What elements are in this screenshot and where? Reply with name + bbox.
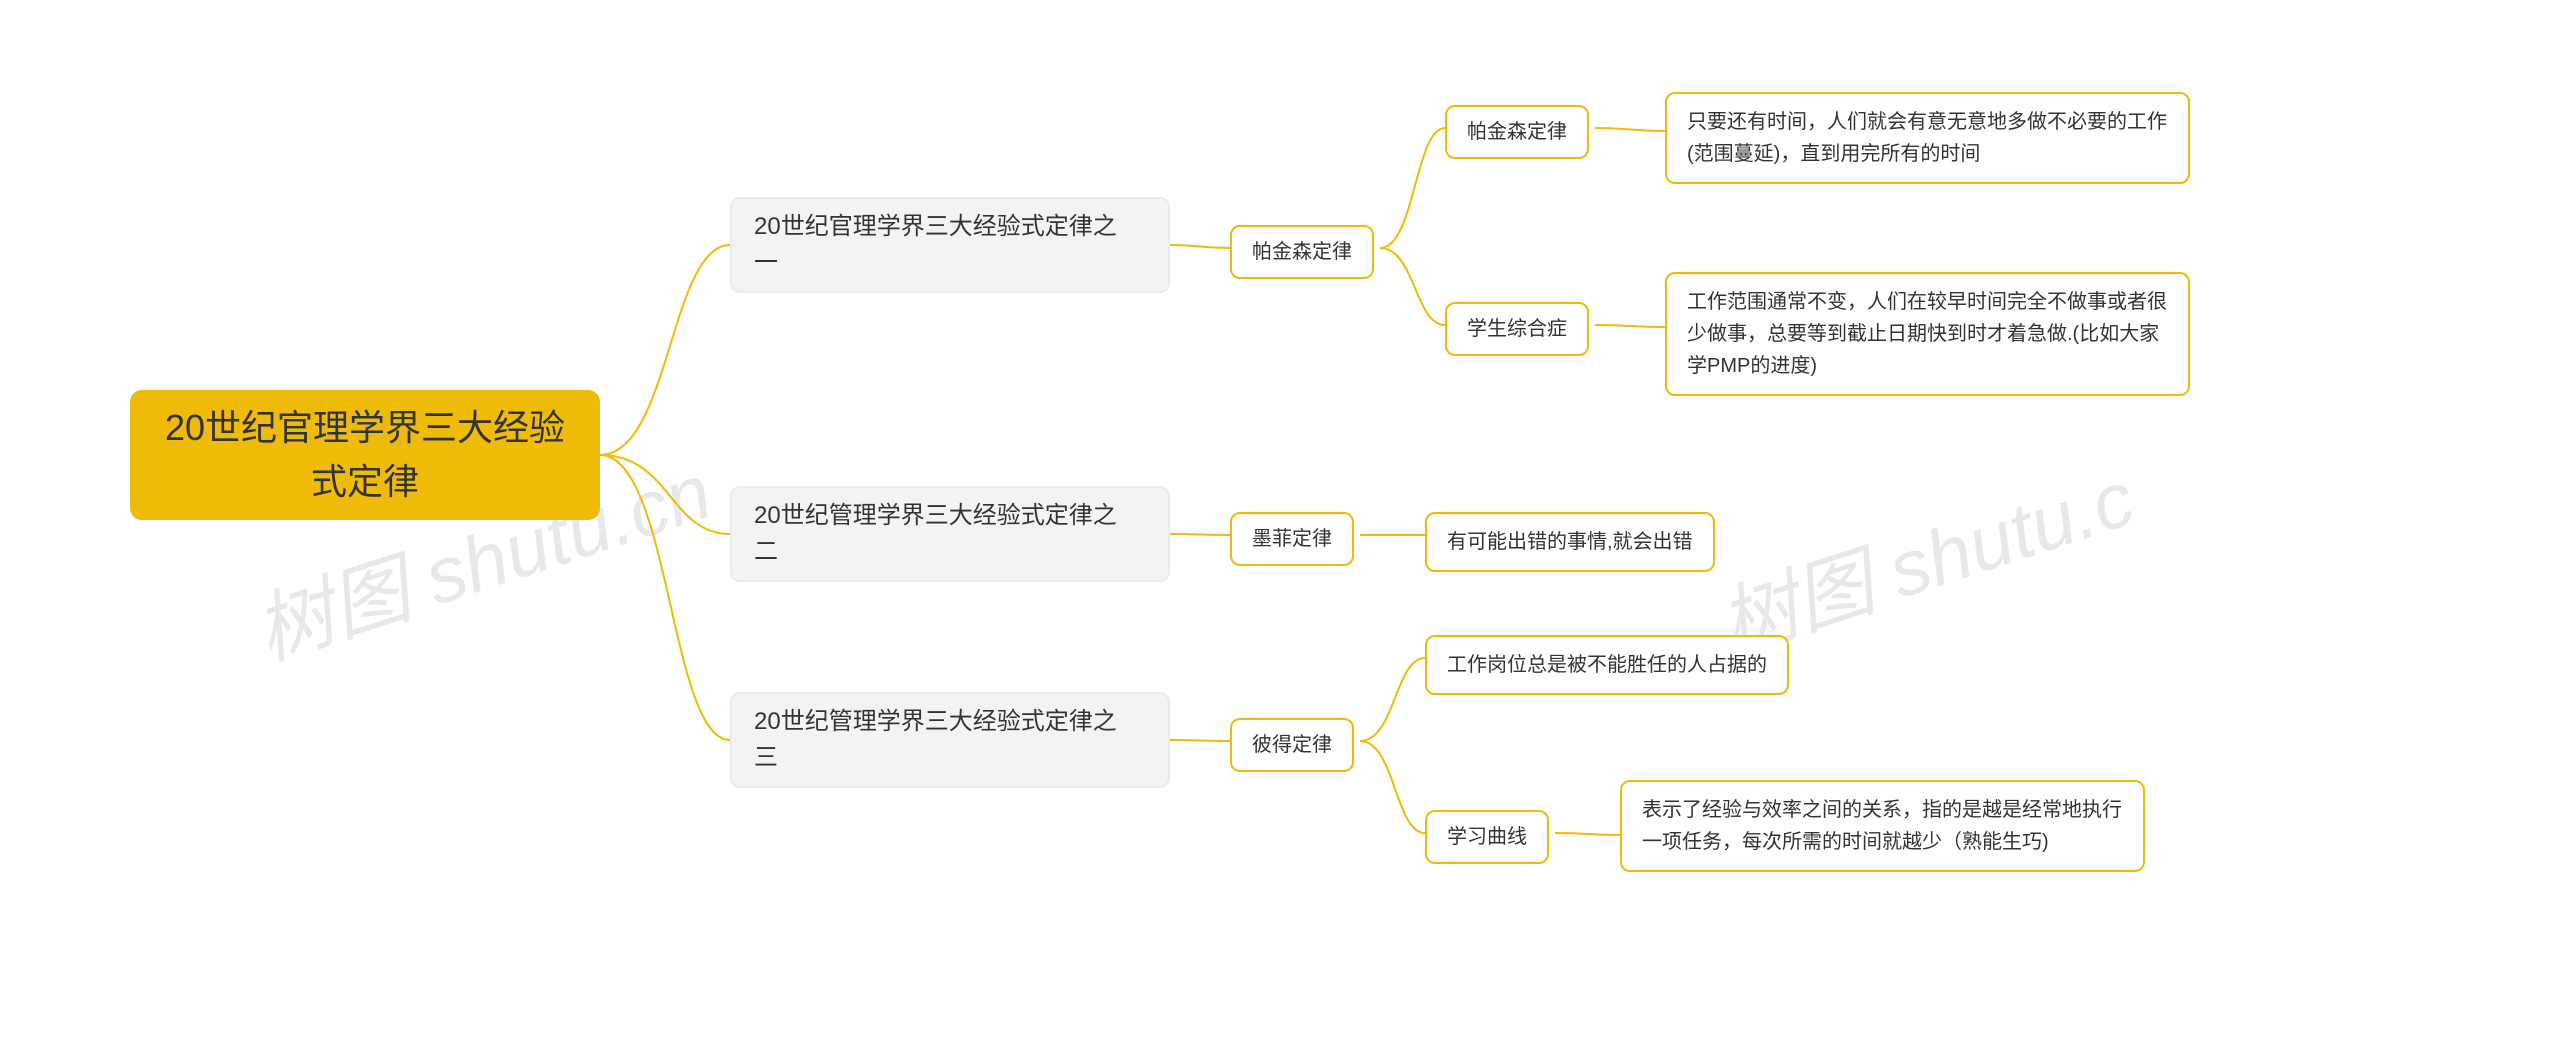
branch-1-child-label: 帕金森定律 — [1252, 237, 1352, 267]
branch-1-child-2[interactable]: 学生综合症 — [1445, 302, 1589, 356]
branch-2-child[interactable]: 墨菲定律 — [1230, 512, 1354, 566]
branch-1-child-1-detail[interactable]: 只要还有时间，人们就会有意无意地多做不必要的工作(范围蔓延)，直到用完所有的时间 — [1665, 92, 2190, 184]
branch-1-line1: 20世纪官理学界三大经验式定律之 — [754, 209, 1117, 245]
branch-3-child-2-label: 学习曲线 — [1447, 822, 1527, 852]
branch-1-child-1-label: 帕金森定律 — [1467, 117, 1567, 147]
branch-1-child-2-detail[interactable]: 工作范围通常不变，人们在较早时间完全不做事或者很少做事，总要等到截止日期快到时才… — [1665, 272, 2190, 396]
branch-1-child-1[interactable]: 帕金森定律 — [1445, 105, 1589, 159]
branch-2-child-label: 墨菲定律 — [1252, 524, 1332, 554]
root-line1: 20世纪官理学界三大经验 — [165, 401, 565, 455]
branch-3-child-2[interactable]: 学习曲线 — [1425, 810, 1549, 864]
root-node[interactable]: 20世纪官理学界三大经验 式定律 — [130, 390, 600, 520]
branch-1-line2: 一 — [754, 245, 778, 281]
branch-3-child-2-detail[interactable]: 表示了经验与效率之间的关系，指的是越是经常地执行一项任务，每次所需的时间就越少（… — [1620, 780, 2145, 872]
branch-3-line1: 20世纪管理学界三大经验式定律之 — [754, 704, 1117, 740]
branch-3-child-2-detail-text: 表示了经验与效率之间的关系，指的是越是经常地执行一项任务，每次所需的时间就越少（… — [1642, 794, 2123, 858]
branch-2-child-detail-text: 有可能出错的事情,就会出错 — [1447, 526, 1693, 558]
root-line2: 式定律 — [311, 455, 419, 509]
branch-1[interactable]: 20世纪官理学界三大经验式定律之 一 — [730, 197, 1170, 293]
branch-1-child-2-detail-text: 工作范围通常不变，人们在较早时间完全不做事或者很少做事，总要等到截止日期快到时才… — [1687, 286, 2168, 382]
branch-1-child[interactable]: 帕金森定律 — [1230, 225, 1374, 279]
branch-1-child-1-detail-text: 只要还有时间，人们就会有意无意地多做不必要的工作(范围蔓延)，直到用完所有的时间 — [1687, 106, 2168, 170]
branch-2-child-detail[interactable]: 有可能出错的事情,就会出错 — [1425, 512, 1715, 572]
branch-2-line2: 二 — [754, 534, 778, 570]
branch-3-child-label: 彼得定律 — [1252, 730, 1332, 760]
branch-3-child-1-detail-text: 工作岗位总是被不能胜任的人占据的 — [1447, 649, 1767, 681]
branch-3-child-1-detail[interactable]: 工作岗位总是被不能胜任的人占据的 — [1425, 635, 1789, 695]
branch-3-child[interactable]: 彼得定律 — [1230, 718, 1354, 772]
branch-3[interactable]: 20世纪管理学界三大经验式定律之 三 — [730, 692, 1170, 788]
branch-1-child-2-label: 学生综合症 — [1467, 314, 1567, 344]
branch-2-line1: 20世纪管理学界三大经验式定律之 — [754, 498, 1117, 534]
branch-3-line2: 三 — [754, 740, 778, 776]
branch-2[interactable]: 20世纪管理学界三大经验式定律之 二 — [730, 486, 1170, 582]
